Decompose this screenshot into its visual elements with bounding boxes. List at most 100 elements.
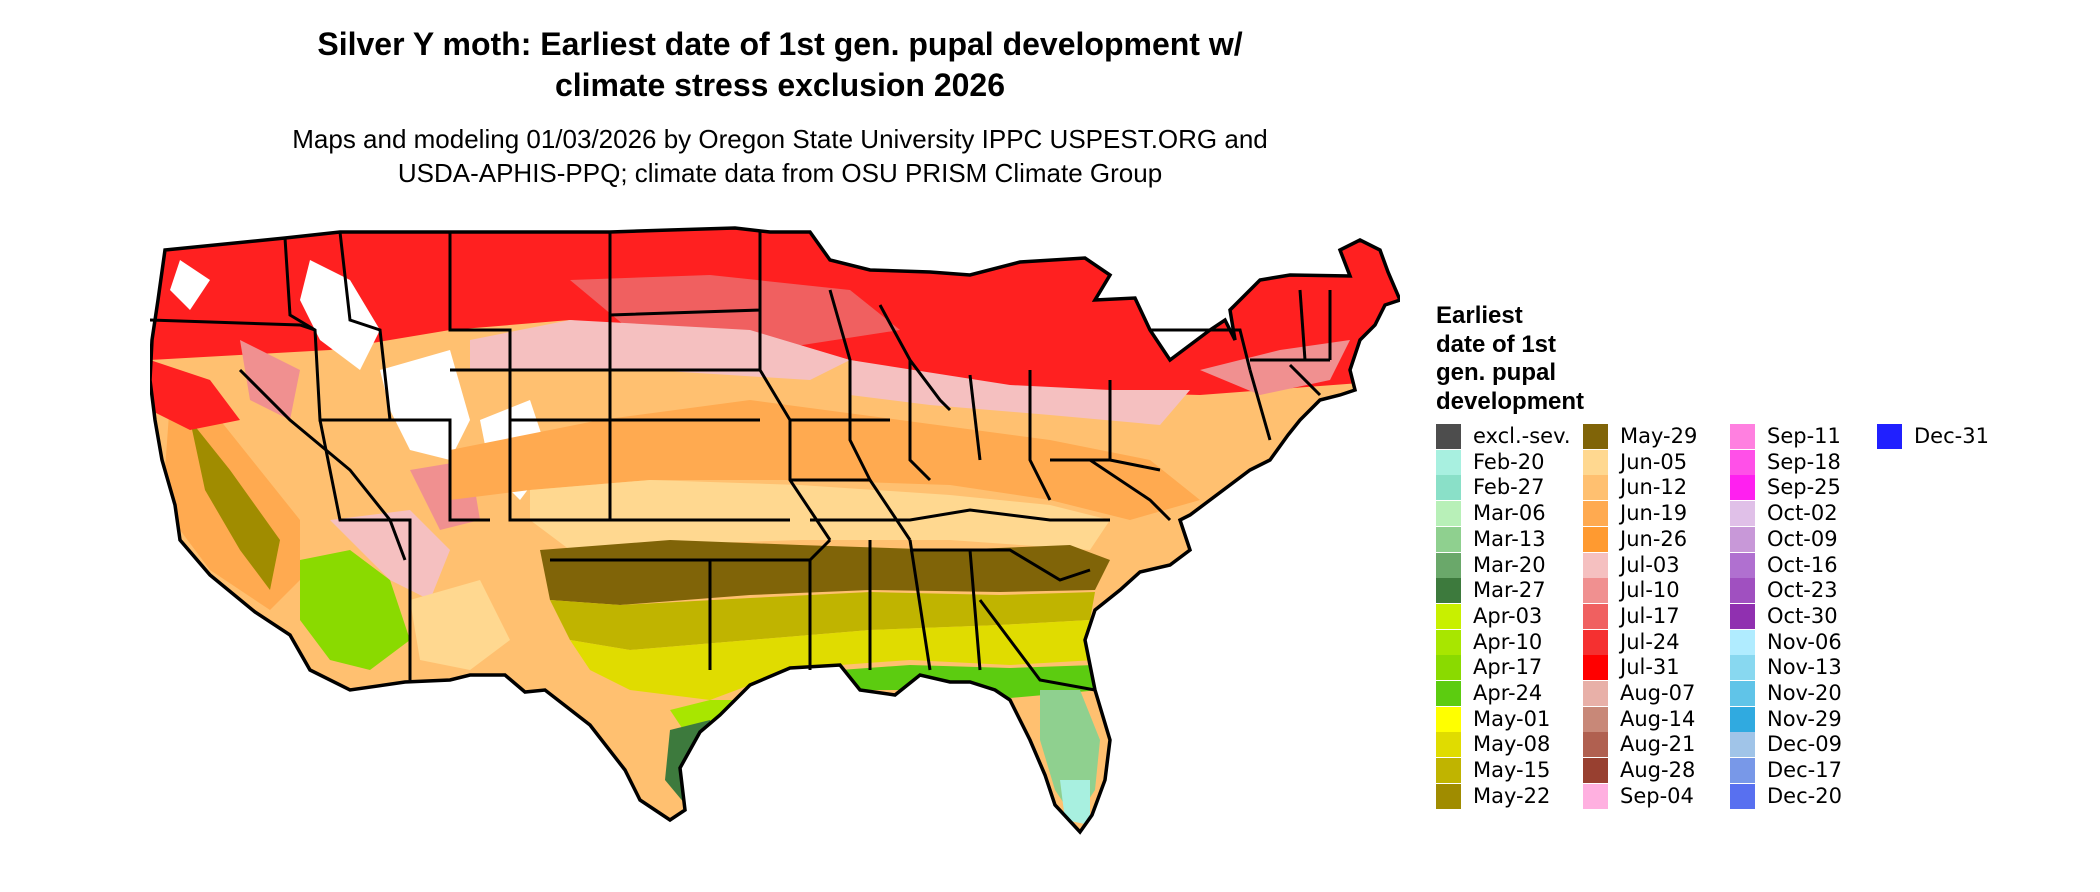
legend-item: Jun-26 bbox=[1583, 526, 1733, 553]
us-map bbox=[150, 220, 1400, 890]
legend-item: Apr-17 bbox=[1436, 655, 1586, 681]
legend-label: Apr-10 bbox=[1473, 629, 1543, 654]
legend-swatch bbox=[1436, 706, 1461, 732]
legend-swatch bbox=[1583, 655, 1608, 681]
legend-label: Jul-17 bbox=[1620, 603, 1680, 628]
legend-swatch bbox=[1436, 681, 1461, 706]
legend-swatch bbox=[1583, 681, 1608, 706]
legend-item: Oct-09 bbox=[1730, 526, 1880, 553]
legend-label: Dec-17 bbox=[1767, 758, 1842, 783]
legend-swatch bbox=[1730, 501, 1755, 527]
map-subtitle: Maps and modeling 01/03/2026 by Oregon S… bbox=[0, 122, 1560, 190]
legend-swatch bbox=[1730, 526, 1755, 552]
legend-item: Jul-31 bbox=[1583, 655, 1733, 681]
legend-item: Dec-20 bbox=[1730, 783, 1880, 810]
map-subtitle-line-2: USDA-APHIS-PPQ; climate data from OSU PR… bbox=[397, 158, 1163, 188]
legend-label: May-29 bbox=[1620, 424, 1698, 448]
legend-swatch bbox=[1730, 681, 1755, 706]
legend-label: Nov-06 bbox=[1767, 629, 1842, 654]
legend-label: Aug-28 bbox=[1620, 758, 1696, 783]
legend-swatch bbox=[1583, 501, 1608, 527]
legend-swatch bbox=[1583, 603, 1608, 629]
legend-swatch bbox=[1436, 501, 1461, 527]
legend-item: Nov-20 bbox=[1730, 681, 1880, 707]
legend-title: Earliest date of 1st gen. pupal developm… bbox=[1436, 302, 1636, 416]
legend-swatch bbox=[1583, 475, 1608, 501]
legend-swatch bbox=[1730, 629, 1755, 655]
legend-swatch bbox=[1730, 603, 1755, 629]
legend-swatch bbox=[1583, 629, 1608, 655]
legend-label: Oct-16 bbox=[1767, 552, 1838, 577]
legend-item: Feb-20 bbox=[1436, 449, 1586, 476]
legend-swatch bbox=[1436, 629, 1461, 655]
legend-item: excl.-sev. bbox=[1436, 424, 1586, 450]
map-title-line-1: Silver Y moth: Earliest date of 1st gen.… bbox=[317, 26, 1243, 62]
legend-item: Nov-29 bbox=[1730, 706, 1880, 733]
legend-swatch bbox=[1730, 424, 1755, 449]
map-fill-regions bbox=[150, 228, 1400, 832]
legend-label: Nov-20 bbox=[1767, 681, 1842, 705]
legend-label: Mar-27 bbox=[1473, 578, 1546, 603]
legend-swatch bbox=[1730, 783, 1755, 809]
legend-label: Apr-24 bbox=[1473, 681, 1543, 705]
legend-label: Aug-14 bbox=[1620, 706, 1696, 731]
legend-item: Jul-24 bbox=[1583, 629, 1733, 656]
legend-item: Mar-27 bbox=[1436, 578, 1586, 604]
legend-item: Nov-13 bbox=[1730, 655, 1880, 681]
legend-item: Aug-21 bbox=[1583, 732, 1733, 758]
legend-label: Apr-17 bbox=[1473, 655, 1543, 680]
legend-label: Mar-13 bbox=[1473, 526, 1546, 551]
legend-item: Sep-25 bbox=[1730, 475, 1880, 501]
legend-item: Jun-19 bbox=[1583, 501, 1733, 527]
legend-item: Apr-24 bbox=[1436, 681, 1586, 707]
legend-swatch bbox=[1583, 783, 1608, 809]
legend-title-line: development bbox=[1436, 387, 1585, 415]
legend-item: May-01 bbox=[1436, 706, 1586, 733]
legend-label: Jun-26 bbox=[1620, 526, 1688, 551]
legend-label: Feb-27 bbox=[1473, 475, 1545, 500]
map-subtitle-line-1: Maps and modeling 01/03/2026 by Oregon S… bbox=[292, 124, 1268, 154]
legend-item: May-15 bbox=[1436, 758, 1586, 784]
legend-item: Nov-06 bbox=[1730, 629, 1880, 656]
legend-swatch bbox=[1730, 732, 1755, 758]
legend-label: Mar-20 bbox=[1473, 552, 1546, 577]
legend-label: Sep-25 bbox=[1767, 475, 1841, 500]
legend-label: May-15 bbox=[1473, 758, 1551, 783]
us-map-graphic bbox=[150, 226, 1400, 834]
legend-title-line: date of 1st bbox=[1436, 330, 1557, 358]
legend-swatch bbox=[1583, 578, 1608, 604]
legend-item: Dec-31 bbox=[1877, 424, 2027, 450]
legend-label: Dec-31 bbox=[1914, 424, 1989, 448]
legend-item: May-08 bbox=[1436, 732, 1586, 758]
legend-label: Jun-19 bbox=[1620, 501, 1688, 526]
legend-swatch bbox=[1730, 475, 1755, 501]
legend-item: Mar-06 bbox=[1436, 501, 1586, 527]
legend-label: Nov-29 bbox=[1767, 706, 1842, 731]
legend-label: Aug-21 bbox=[1620, 732, 1696, 757]
legend-item: Jun-05 bbox=[1583, 449, 1733, 476]
legend-label: Dec-09 bbox=[1767, 732, 1842, 757]
legend-item: May-22 bbox=[1436, 783, 1586, 810]
legend-label: Oct-30 bbox=[1767, 603, 1838, 628]
legend-swatch bbox=[1730, 449, 1755, 475]
map-title-line-2: climate stress exclusion 2026 bbox=[554, 67, 1006, 103]
legend-swatch bbox=[1730, 655, 1755, 681]
legend-swatch bbox=[1583, 706, 1608, 732]
legend-swatch bbox=[1436, 526, 1461, 552]
legend-item: Sep-18 bbox=[1730, 449, 1880, 476]
legend-label: Sep-04 bbox=[1620, 783, 1694, 808]
legend-item: Oct-02 bbox=[1730, 501, 1880, 527]
legend-swatch bbox=[1730, 552, 1755, 578]
legend-item: Jul-10 bbox=[1583, 578, 1733, 604]
legend-swatch bbox=[1730, 758, 1755, 784]
legend-swatch bbox=[1436, 783, 1461, 809]
legend-label: May-22 bbox=[1473, 783, 1551, 808]
legend-swatch bbox=[1730, 706, 1755, 732]
legend-label: Jul-31 bbox=[1620, 655, 1680, 680]
legend-label: Aug-07 bbox=[1620, 681, 1696, 705]
legend-label: Jun-05 bbox=[1620, 449, 1688, 474]
legend-label: excl.-sev. bbox=[1473, 424, 1571, 448]
legend-label: Nov-13 bbox=[1767, 655, 1842, 680]
legend-item: Aug-14 bbox=[1583, 706, 1733, 733]
legend-label: Oct-23 bbox=[1767, 578, 1838, 603]
